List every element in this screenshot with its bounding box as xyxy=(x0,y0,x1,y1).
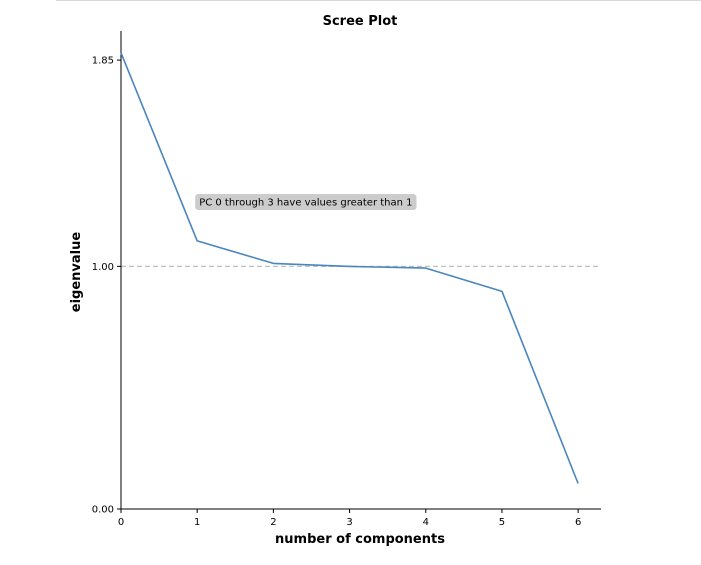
x-tick-label: 2 xyxy=(270,517,276,528)
x-axis-label: number of components xyxy=(275,532,445,547)
annotation-box xyxy=(195,194,417,211)
top-divider xyxy=(56,0,701,1)
annotation-text: PC 0 through 3 have values greater than … xyxy=(199,198,412,209)
x-tick-label: 0 xyxy=(118,517,124,528)
chart-title: Scree Plot xyxy=(323,14,398,29)
x-tick-label: 3 xyxy=(346,517,352,528)
x-tick-label: 4 xyxy=(423,517,429,528)
series-line xyxy=(120,52,579,484)
x-tick-label: 6 xyxy=(575,517,581,528)
y-tick-label: 1.85 xyxy=(92,56,114,67)
x-tick-label: 1 xyxy=(194,517,200,528)
x-tick-label: 5 xyxy=(499,517,505,528)
y-axis-label: eigenvalue xyxy=(69,232,84,313)
y-tick-label: 0.00 xyxy=(92,505,114,516)
y-tick-label: 1.00 xyxy=(92,262,114,273)
